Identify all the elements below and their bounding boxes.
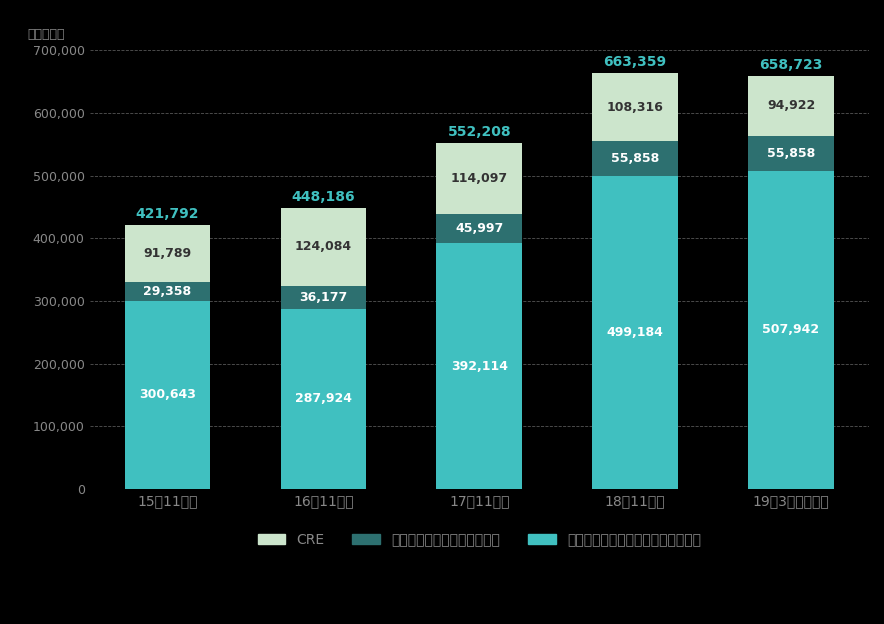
Text: 663,359: 663,359 [604,56,667,69]
Text: 55,858: 55,858 [767,147,815,160]
Text: 114,097: 114,097 [451,172,507,185]
Bar [437,215,522,243]
Text: 91,789: 91,789 [143,247,192,260]
Bar [592,73,678,141]
Bar [592,141,678,176]
Bar [125,225,210,282]
Text: 300,643: 300,643 [139,388,196,401]
Text: 108,316: 108,316 [606,100,664,114]
Text: 55,858: 55,858 [611,152,659,165]
Bar [437,143,522,215]
Text: 94,922: 94,922 [767,99,815,112]
Text: 658,723: 658,723 [759,58,823,72]
Text: 287,924: 287,924 [295,392,352,406]
Text: 392,114: 392,114 [451,359,507,373]
Text: 36,177: 36,177 [300,291,347,304]
Text: 421,792: 421,792 [136,207,199,221]
Text: 552,208: 552,208 [447,125,511,139]
Bar [748,135,834,170]
Bar [592,176,678,489]
Bar [748,170,834,489]
Text: 45,997: 45,997 [455,222,503,235]
Text: 499,184: 499,184 [606,326,664,339]
Bar [125,282,210,301]
Bar [125,301,210,489]
Text: 124,084: 124,084 [295,240,352,253]
Text: （百万円）: （百万円） [27,28,65,41]
Bar [280,308,366,489]
Legend: CRE, リートアセットマネジメント, 私募ファンドアセットマネジメント: CRE, リートアセットマネジメント, 私募ファンドアセットマネジメント [252,527,706,552]
Bar [748,76,834,135]
Bar [437,243,522,489]
Text: 507,942: 507,942 [763,323,819,336]
Text: 29,358: 29,358 [143,285,192,298]
Text: 448,186: 448,186 [292,190,355,204]
Bar [280,286,366,308]
Bar [280,208,366,286]
